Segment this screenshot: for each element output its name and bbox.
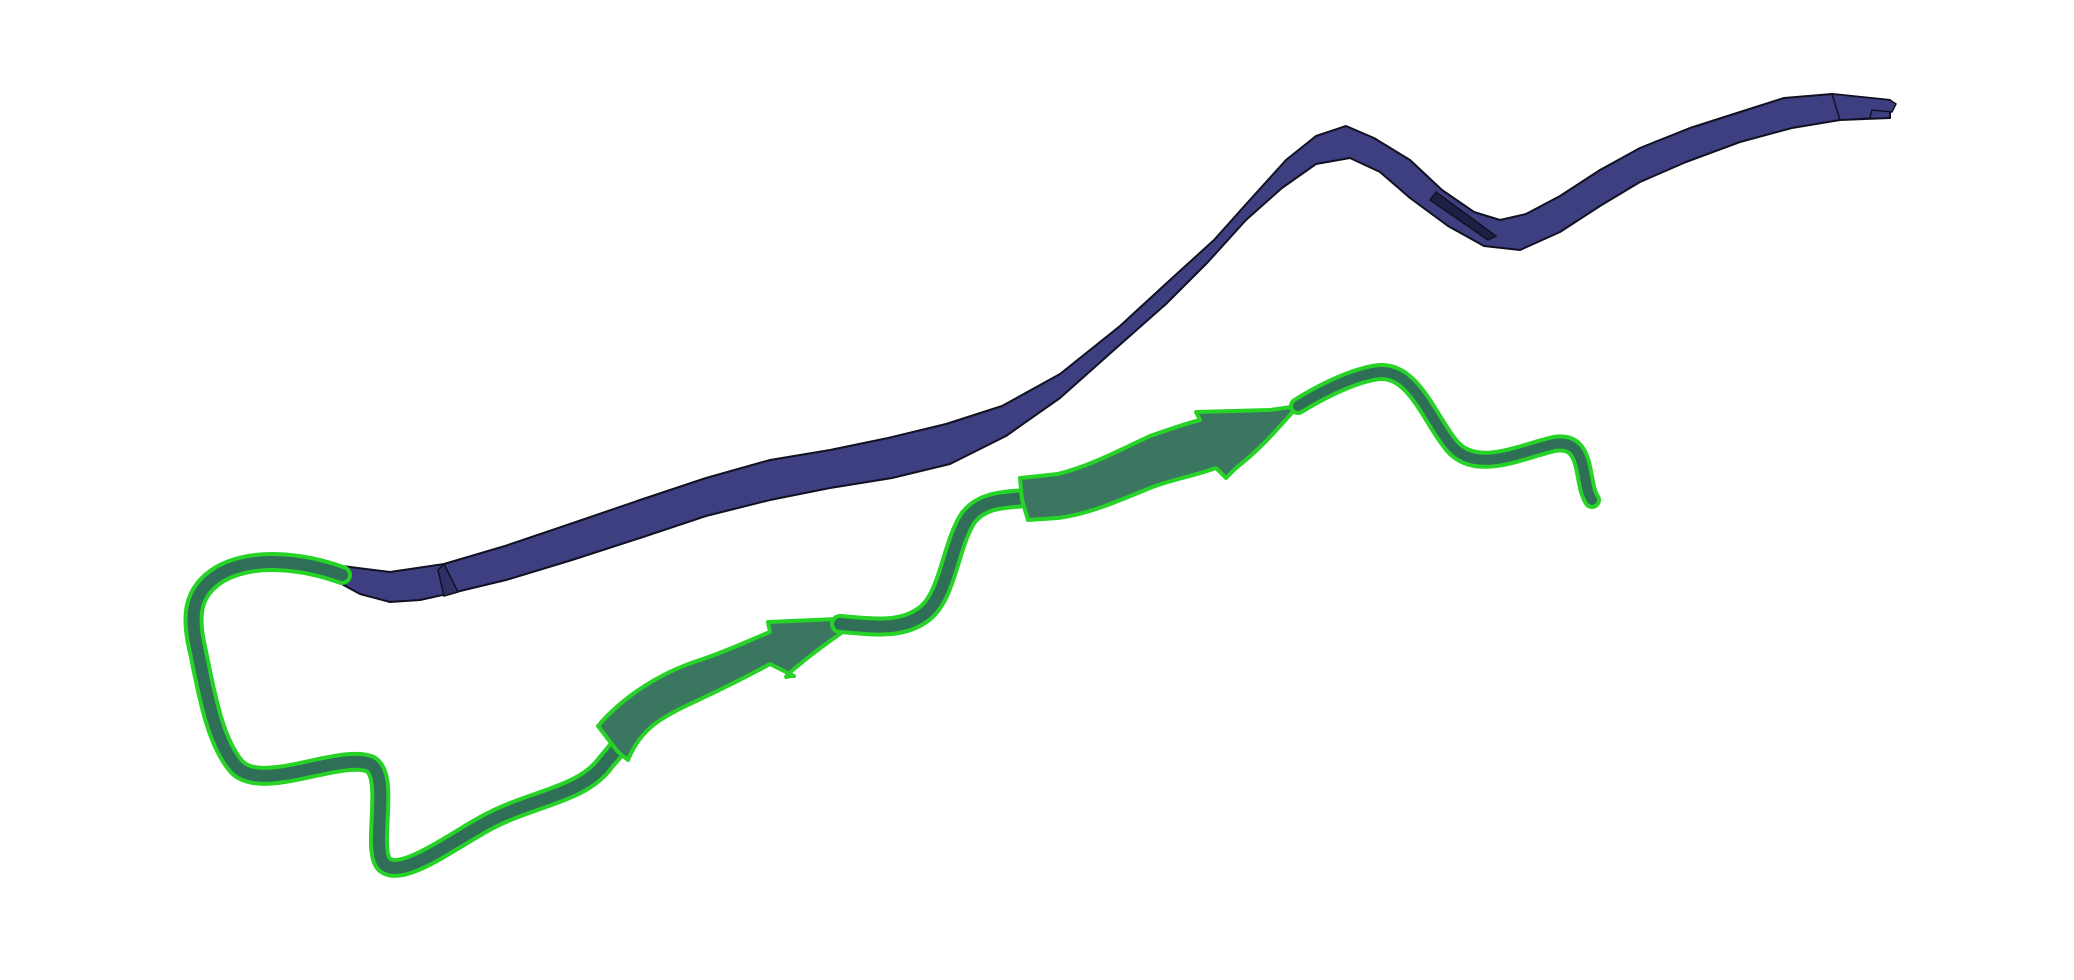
chain-b-coil-end bbox=[1293, 367, 1597, 505]
chain-b-coil-mid bbox=[834, 492, 1032, 633]
chain-a-ribbon-tip bbox=[1830, 93, 1897, 121]
chain-b-ribbon bbox=[183, 363, 1601, 878]
chain-a-ribbon-twist-2 bbox=[1428, 190, 1498, 241]
chain-b-coil bbox=[187, 556, 630, 874]
chain-a-ribbon-twist-1 bbox=[437, 562, 460, 597]
chain-b-beta-strand-2 bbox=[1018, 404, 1300, 522]
chain-a-ribbon bbox=[337, 93, 1897, 603]
chain-b-beta-strand-1 bbox=[596, 616, 862, 762]
